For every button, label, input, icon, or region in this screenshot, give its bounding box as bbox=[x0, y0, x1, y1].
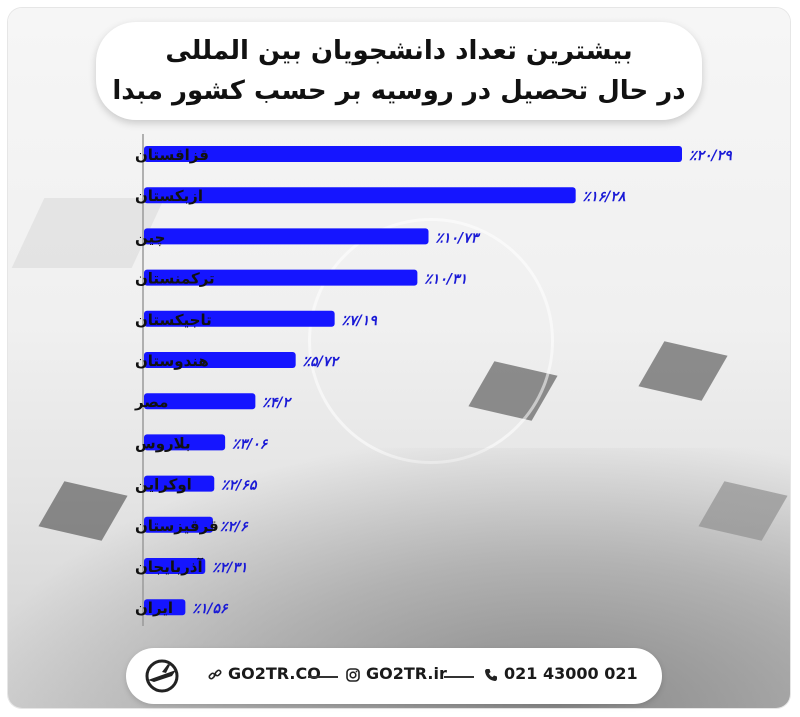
bar bbox=[144, 146, 682, 162]
footer-bar: GO2TR.CO GO2TR.ir 021 43000 021 bbox=[126, 648, 662, 704]
footer-separator bbox=[308, 676, 338, 678]
data-label: ٪۱۶/۲۸ bbox=[583, 189, 626, 205]
data-label: ٪۲/۶۵ bbox=[221, 478, 258, 494]
bar bbox=[144, 434, 226, 451]
category-label: ترکمنستان bbox=[135, 270, 215, 288]
bar bbox=[144, 558, 206, 574]
link-icon bbox=[208, 668, 222, 680]
data-label: ٪۴/۲ bbox=[262, 395, 292, 411]
data-label: ٪۱۰/۳۱ bbox=[424, 272, 467, 288]
category-label: قرقیزستان bbox=[135, 517, 219, 535]
data-label: ٪۵/۷۲ bbox=[303, 354, 341, 370]
data-label: ٪۲۰/۲۹ bbox=[689, 148, 732, 164]
category-label: چین bbox=[135, 228, 165, 247]
instagram-link[interactable]: GO2TR.ir bbox=[346, 664, 447, 683]
category-label: قزاقستان bbox=[135, 146, 209, 164]
bar bbox=[144, 269, 418, 286]
footer-separator bbox=[444, 676, 474, 678]
phone-link[interactable]: 021 43000 021 bbox=[484, 664, 638, 683]
bar bbox=[144, 516, 213, 533]
data-label: ٪۲/۶ bbox=[220, 519, 249, 535]
phone-icon bbox=[485, 668, 497, 681]
category-label: آذربایجان bbox=[135, 558, 203, 576]
data-label: ٪۱۰/۷۳ bbox=[436, 230, 481, 246]
category-label: اوکراین bbox=[135, 476, 192, 494]
chart-title-line-2: در حال تحصیل در روسیه بر حسب کشور مبدا bbox=[112, 76, 686, 106]
data-label: ٪۳/۰۶ bbox=[232, 436, 269, 452]
category-label: ازبکستان bbox=[135, 187, 203, 205]
category-label: ایران bbox=[135, 599, 173, 617]
bar bbox=[144, 352, 296, 368]
chart-title-box: بیشترین تعداد دانشجویان بین المللی در حا… bbox=[96, 22, 702, 120]
instagram-text: GO2TR.ir bbox=[366, 664, 447, 683]
phone-text: 021 43000 021 bbox=[504, 664, 638, 683]
company-logo-icon bbox=[145, 659, 179, 693]
bar bbox=[144, 228, 429, 245]
category-label: بلاروس bbox=[135, 434, 191, 452]
bar bbox=[144, 599, 186, 616]
bar bbox=[144, 475, 215, 492]
bar bbox=[144, 393, 256, 410]
data-label: ٪۱/۵۶ bbox=[192, 601, 229, 617]
bar bbox=[144, 310, 335, 327]
bar bbox=[144, 187, 576, 204]
data-label: ٪۷/۱۹ bbox=[342, 313, 378, 329]
data-label: ٪۲/۳۱ bbox=[212, 560, 247, 576]
website-text: GO2TR.CO bbox=[228, 664, 321, 683]
category-label: تاجیکستان bbox=[135, 311, 212, 329]
chart-title-line-1: بیشترین تعداد دانشجویان بین المللی bbox=[165, 36, 633, 66]
category-label: هندوستان bbox=[135, 352, 209, 370]
website-link[interactable]: GO2TR.CO bbox=[208, 664, 321, 683]
instagram-icon bbox=[346, 667, 360, 682]
category-label: مصر bbox=[134, 393, 168, 411]
